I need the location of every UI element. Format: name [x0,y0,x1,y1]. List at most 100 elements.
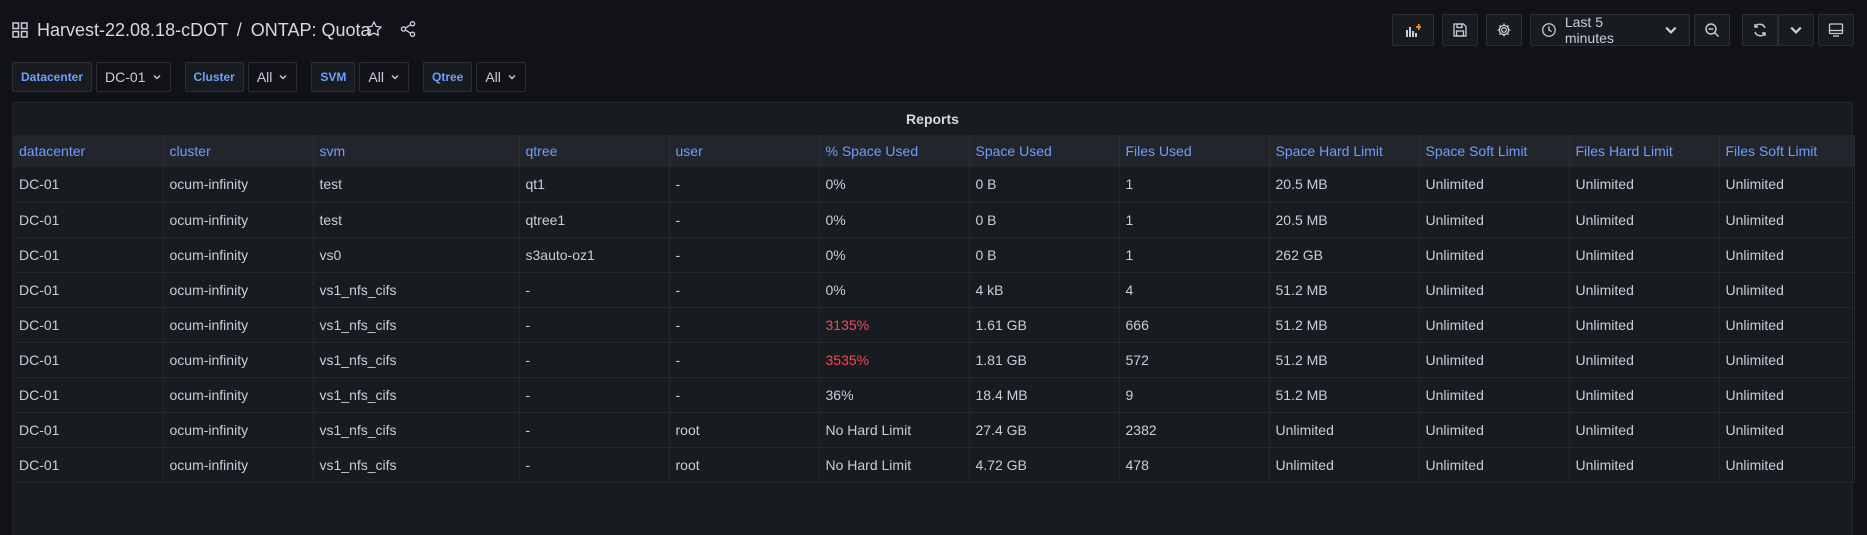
refresh-button[interactable] [1742,14,1778,46]
table-cell: ocum-infinity [163,412,314,448]
table-cell: Unlimited [1419,342,1570,378]
table-cell: - [519,272,670,308]
table-cell: 262 GB [1269,237,1420,273]
table-cell: qt1 [519,167,670,203]
folder-link[interactable]: Harvest-22.08.18-cDOT [37,20,228,40]
variable-select-qtree[interactable]: All [476,62,526,92]
table-cell: 0% [819,202,970,238]
table-cell: DC-01 [13,167,164,203]
table-row: DC-01 ocum-infinity test qtree1-0% 0 B 1 20.5 … [13,202,1855,238]
column-header[interactable]: Files Hard Limit [1569,135,1720,167]
table-body: DC-01 ocum-infinity test qt1-0% 0 B 1 20.5 MB U… [13,167,1855,483]
variable-label-qtree: Qtree [422,62,473,92]
table-cell: Unlimited [1719,377,1855,413]
share-icon[interactable] [399,20,417,38]
column-header[interactable]: datacenter [13,135,164,167]
dashboard-title[interactable]: ONTAP: Quota [250,20,371,40]
table-cell: vs0 [313,237,520,273]
table-cell: 2382 [1119,412,1270,448]
table-cell: test [313,167,520,203]
time-range-picker[interactable]: Last 5 minutes [1530,14,1690,46]
table-cell: 51.2 MB [1269,307,1420,343]
table-cell: Unlimited [1419,167,1570,203]
column-header[interactable]: qtree [519,135,670,167]
table-cell: 9 [1119,377,1270,413]
table-cell: root [669,447,820,483]
table-cell: - [519,412,670,448]
table-cell: Unlimited [1569,377,1720,413]
table-cell: 51.2 MB [1269,377,1420,413]
table-cell: No Hard Limit [819,447,970,483]
table-cell: 4 kB [969,272,1120,308]
table-row: DC-01 ocum-infinity vs1_nfs_cifs - -36% 18.4 … [13,377,1855,413]
table-cell: Unlimited [1569,167,1720,203]
table-cell: 1.61 GB [969,307,1120,343]
table-cell: vs1_nfs_cifs [313,412,520,448]
add-panel-button[interactable] [1392,14,1434,46]
tv-mode-icon [1828,23,1844,37]
column-header[interactable]: Space Soft Limit [1419,135,1570,167]
table-cell: DC-01 [13,447,164,483]
table-cell: ocum-infinity [163,272,314,308]
table-cell: 51.2 MB [1269,342,1420,378]
column-header[interactable]: svm [313,135,520,167]
dashboard-settings-button[interactable] [1486,14,1522,46]
table-cell: DC-01 [13,307,164,343]
table-cell: Unlimited [1269,447,1420,483]
chevron-down-icon [391,75,399,80]
table-cell: Unlimited [1569,237,1720,273]
star-icon[interactable] [365,20,383,38]
column-header[interactable]: % Space Used [819,135,970,167]
table-row: DC-01 ocum-infinity vs1_nfs_cifs - -3135% 1.6… [13,307,1855,343]
column-header[interactable]: Files Used [1119,135,1270,167]
table-cell: 0 B [969,167,1120,203]
refresh-interval-dropdown[interactable] [1778,14,1814,46]
variable-value: All [368,69,384,85]
table-cell: - [669,377,820,413]
table-cell: ocum-infinity [163,307,314,343]
column-header[interactable]: Space Hard Limit [1269,135,1420,167]
table-cell: vs1_nfs_cifs [313,377,520,413]
table-cell: 0% [819,167,970,203]
table-row: DC-01 ocum-infinity vs1_nfs_cifs - -3535% 1.8… [13,342,1855,378]
column-header[interactable]: Space Used [969,135,1120,167]
table-cell: ocum-infinity [163,237,314,273]
table-cell: 27.4 GB [969,412,1120,448]
table-cell: Unlimited [1719,167,1855,203]
table-cell: 1.81 GB [969,342,1120,378]
table-cell: Unlimited [1419,307,1570,343]
table-cell: Unlimited [1569,447,1720,483]
table-cell: Unlimited [1569,412,1720,448]
save-dashboard-button[interactable] [1442,14,1478,46]
table-row: DC-01 ocum-infinity vs1_nfs_cifs - root No Ha… [13,412,1855,448]
refresh-icon [1754,23,1766,37]
variable-select-datacenter[interactable]: DC-01 [96,62,171,92]
variable-label-svm: SVM [311,62,356,92]
table-cell: - [519,342,670,378]
table-header-row: datacenter cluster svm qtree user% Space Use… [13,135,1855,167]
table-cell: - [669,237,820,273]
tv-mode-button[interactable] [1818,14,1854,46]
table-cell: - [519,377,670,413]
table-cell: - [669,307,820,343]
zoom-out-icon [1705,23,1719,37]
table-cell: ocum-infinity [163,377,314,413]
zoom-out-button[interactable] [1694,14,1730,46]
column-header[interactable]: user [669,135,820,167]
table-cell: DC-01 [13,342,164,378]
table-cell: vs1_nfs_cifs [313,272,520,308]
variable-value: All [256,69,273,85]
panel-title[interactable]: Reports [906,111,959,127]
column-header[interactable]: Files Soft Limit [1719,135,1855,167]
variables-bar: Datacenter DC-01 Cluster All SVM All Qtr… [12,62,540,92]
column-header[interactable]: cluster [163,135,314,167]
table-cell: - [669,167,820,203]
table-cell: 36% [819,377,970,413]
apps-icon[interactable] [12,22,28,38]
reports-panel: Reports datacenter cluster svm qtree user% S… [12,102,1855,535]
variable-select-svm[interactable]: All [359,62,409,92]
time-range-label: Last 5 minutes [1564,14,1614,46]
variable-select-cluster[interactable]: All [247,62,298,92]
table-cell: s3auto-oz1 [519,237,670,273]
table-cell: - [669,202,820,238]
